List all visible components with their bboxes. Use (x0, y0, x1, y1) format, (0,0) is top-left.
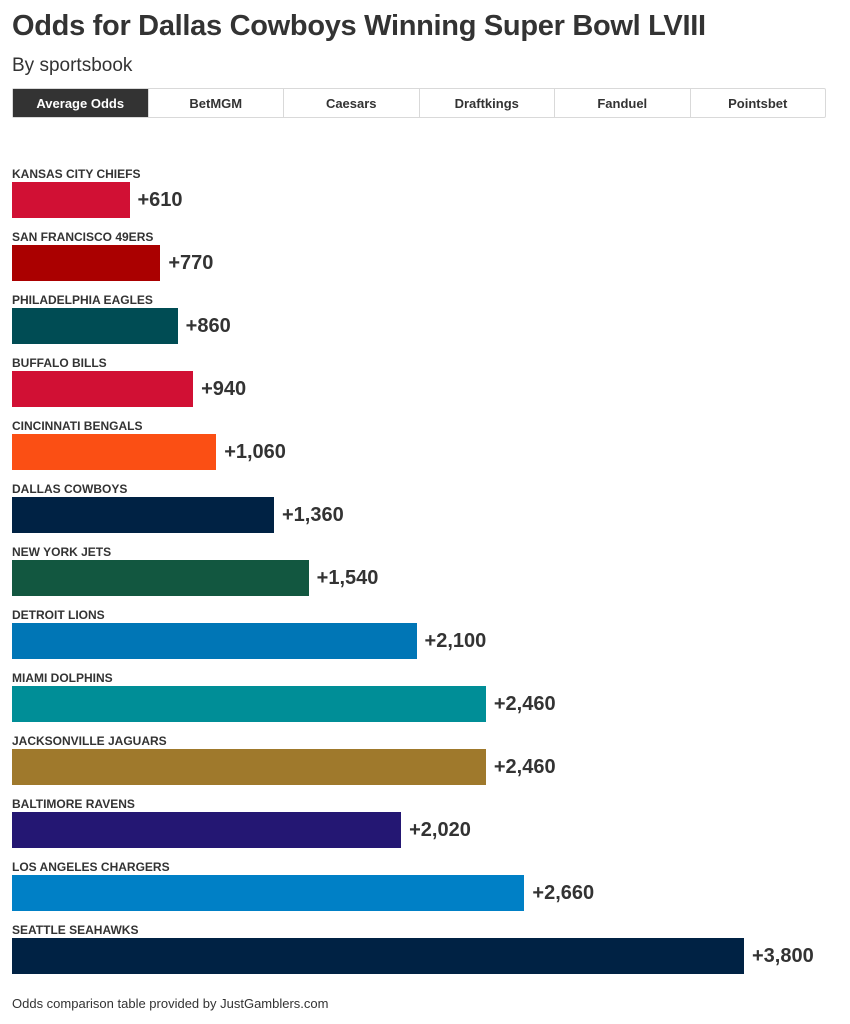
value-label-baltimore-ravens: +2,020 (409, 819, 471, 841)
tab-betmgm[interactable]: BetMGM (147, 89, 284, 117)
bar-seattle-seahawks (12, 938, 744, 974)
value-label-miami-dolphins: +2,460 (493, 693, 556, 715)
source-credit: Odds comparison table provided by JustGa… (12, 996, 329, 1011)
value-label-detroit-lions: +2,100 (424, 630, 487, 652)
value-label-kansas-city-chiefs: +610 (137, 189, 183, 211)
sportsbook-tabs: Average Odds BetMGM Caesars Draftkings F… (12, 88, 826, 118)
odds-bar-chart: KANSAS CITY CHIEFS +610 SAN FRANCISCO 49ER… (0, 160, 850, 990)
team-label-new-york-jets: NEW YORK JETS (12, 545, 112, 559)
team-label-jacksonville-jaguars: JACKSONVILLE JAGUARS (12, 734, 167, 748)
value-label-new-york-jets: +1,540 (316, 567, 379, 589)
tab-caesars[interactable]: Caesars (283, 89, 419, 117)
chart-subtitle: By sportsbook (12, 55, 133, 76)
team-label-san-francisco-49ers: SAN FRANCISCO 49ERS (12, 230, 154, 244)
value-label-dallas-cowboys: +1,360 (281, 504, 344, 526)
bar-dallas-cowboys (12, 497, 274, 533)
value-label-philadelphia-eagles: +860 (185, 315, 231, 337)
bar-los-angeles-chargers (12, 875, 525, 911)
team-label-dallas-cowboys: DALLAS COWBOYS (12, 482, 128, 496)
bar-buffalo-bills (12, 371, 194, 407)
value-label-seattle-seahawks: +3,800 (752, 945, 814, 967)
bar-san-francisco-49ers (12, 245, 161, 281)
bar-jacksonville-jaguars (12, 749, 486, 785)
team-label-detroit-lions: DETROIT LIONS (12, 608, 105, 622)
bar-new-york-jets (12, 560, 309, 596)
team-label-kansas-city-chiefs: KANSAS CITY CHIEFS (12, 167, 141, 181)
bar-baltimore-ravens (12, 812, 402, 848)
team-label-seattle-seahawks: SEATTLE SEAHAWKS (12, 923, 139, 937)
tab-draftkings[interactable]: Draftkings (418, 89, 555, 117)
value-label-los-angeles-chargers: +2,660 (532, 882, 595, 904)
team-label-philadelphia-eagles: PHILADELPHIA EAGLES (12, 293, 153, 307)
tab-average-odds[interactable]: Average Odds (13, 89, 148, 117)
bar-cincinnati-bengals (12, 434, 217, 470)
tab-fanduel[interactable]: Fanduel (554, 89, 690, 117)
bar-philadelphia-eagles (12, 308, 178, 344)
value-label-san-francisco-49ers: +770 (168, 252, 214, 274)
team-label-los-angeles-chargers: LOS ANGELES CHARGERS (12, 860, 170, 874)
team-label-buffalo-bills: BUFFALO BILLS (12, 356, 107, 370)
bar-miami-dolphins (12, 686, 486, 722)
bar-detroit-lions (12, 623, 417, 659)
value-label-cincinnati-bengals: +1,060 (224, 441, 286, 463)
value-label-jacksonville-jaguars: +2,460 (493, 756, 556, 778)
team-label-baltimore-ravens: BALTIMORE RAVENS (12, 797, 135, 811)
chart-title: Odds for Dallas Cowboys Winning Super Bo… (12, 10, 706, 42)
team-label-miami-dolphins: MIAMI DOLPHINS (12, 671, 113, 685)
bar-kansas-city-chiefs (12, 182, 130, 218)
tab-pointsbet[interactable]: Pointsbet (689, 89, 826, 117)
value-label-buffalo-bills: +940 (201, 378, 247, 400)
team-label-cincinnati-bengals: CINCINNATI BENGALS (12, 419, 143, 433)
